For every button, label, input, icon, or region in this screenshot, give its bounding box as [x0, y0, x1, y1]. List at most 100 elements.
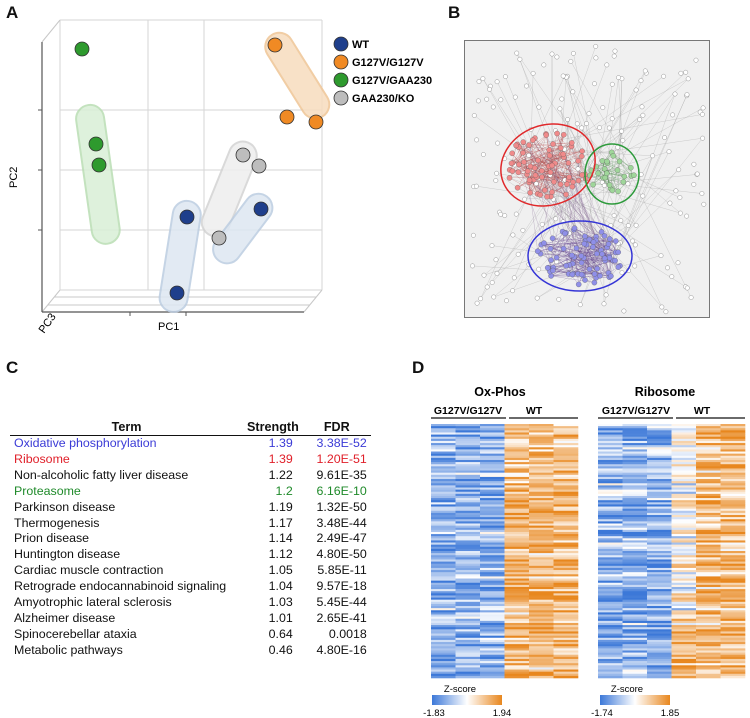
heatmap-cell — [622, 635, 648, 639]
network-edge — [578, 246, 594, 285]
heatmap-cell — [720, 553, 746, 556]
heatmap-cell — [622, 656, 648, 660]
heatmap-cell — [622, 445, 648, 448]
heatmap-cell — [480, 440, 505, 444]
network-edge — [606, 173, 637, 226]
network-node — [494, 79, 500, 85]
heatmap-cell — [598, 527, 623, 531]
heatmap-cell — [455, 584, 481, 588]
heatmap-cell — [598, 557, 623, 560]
heatmap-cell — [647, 555, 672, 558]
legend-label-g127v-g127v: G127V/G127V — [352, 57, 424, 69]
network-node — [541, 240, 547, 246]
heatmap-cell — [647, 646, 672, 649]
heatmap-cell — [598, 582, 623, 586]
heatmap-cell — [553, 644, 579, 647]
network-edge — [496, 196, 551, 274]
network-node — [539, 222, 545, 227]
network-node — [607, 236, 613, 242]
heatmap-cell — [598, 580, 623, 584]
heatmap-cell — [553, 614, 579, 617]
heatmap-cell — [455, 502, 481, 505]
network-node — [520, 228, 526, 233]
heatmap-cell — [622, 561, 648, 564]
heatmap-cell — [647, 580, 672, 584]
heatmap-cell — [480, 597, 505, 600]
heatmap-cell — [720, 661, 746, 664]
heatmap-cell — [598, 470, 623, 473]
heatmap-cell — [598, 457, 623, 461]
heatmap-cell — [671, 650, 697, 653]
heatmap-cell — [529, 451, 554, 454]
heatmap-cell — [529, 589, 554, 592]
heatmap-cell — [504, 561, 530, 564]
network-node — [563, 191, 569, 198]
heatmap-cell — [647, 498, 672, 501]
heatmap-cell — [598, 591, 623, 594]
network-edge — [537, 233, 565, 252]
network-node — [605, 241, 612, 247]
heatmap-cell — [647, 479, 672, 482]
heatmap-cell — [553, 540, 579, 543]
heatmap-cell — [622, 523, 648, 526]
network-node — [640, 193, 646, 199]
network-edge — [556, 257, 579, 285]
heatmap-cell — [455, 424, 481, 427]
heatmap-cell — [431, 457, 456, 461]
heatmap-cell — [553, 586, 579, 590]
heatmap-cell — [504, 671, 530, 675]
heatmap-cell — [671, 498, 697, 501]
heatmap-cell — [553, 474, 579, 478]
heatmap-cell — [480, 639, 505, 643]
heatmap-cell — [455, 559, 481, 562]
heatmap-cell — [455, 633, 481, 636]
heatmap-cell — [529, 453, 554, 457]
heatmap-cell — [622, 508, 648, 512]
heatmap-cell — [647, 603, 672, 607]
heatmap-cell — [647, 635, 672, 639]
heatmap-cell — [720, 667, 746, 670]
heatmap-cell — [553, 673, 579, 677]
heatmap-cell — [529, 578, 554, 581]
heatmap-cell — [480, 671, 505, 675]
network-node — [591, 271, 598, 277]
heatmap-cell — [720, 572, 746, 575]
heatmap-cell — [504, 563, 530, 567]
heatmap-cell — [553, 570, 579, 573]
heatmap-cell — [647, 565, 672, 569]
heatmap-cell — [529, 616, 554, 620]
heatmap-cell — [529, 510, 554, 514]
heatmap-cell — [696, 527, 721, 531]
heatmap-cell — [720, 529, 746, 533]
heatmap-cell — [431, 483, 456, 486]
heatmap-cell — [553, 576, 579, 579]
heatmap-cell — [696, 629, 721, 632]
network-node — [489, 280, 495, 285]
network-node — [619, 270, 625, 275]
heatmap-cell — [598, 567, 623, 571]
heatmap-cell — [529, 521, 554, 524]
heatmap-cell — [553, 599, 579, 603]
heatmap-cell — [720, 665, 746, 668]
heatmap-cell — [529, 603, 554, 607]
heatmap-cell — [431, 430, 456, 433]
heatmap-cell — [696, 523, 721, 526]
heatmap-cell — [647, 447, 672, 450]
heatmap-cell — [431, 625, 456, 628]
legend-label-g127v-gaa230: G127V/GAA230 — [352, 75, 432, 87]
network-node — [520, 139, 527, 145]
network-node — [637, 117, 643, 122]
network-node — [631, 172, 637, 178]
network-edge — [605, 70, 646, 178]
heatmap-cell — [671, 527, 697, 531]
heatmap-cell — [647, 673, 672, 677]
heatmap-cell — [455, 485, 481, 488]
network-node — [546, 152, 553, 159]
heatmap-cell — [431, 616, 456, 620]
heatmap-cell — [696, 582, 721, 586]
network-node — [575, 177, 582, 184]
heatmap-cell — [598, 521, 623, 524]
heatmap-cell — [696, 457, 721, 461]
heatmap-cell — [647, 510, 672, 514]
heatmap-cell — [671, 565, 697, 569]
